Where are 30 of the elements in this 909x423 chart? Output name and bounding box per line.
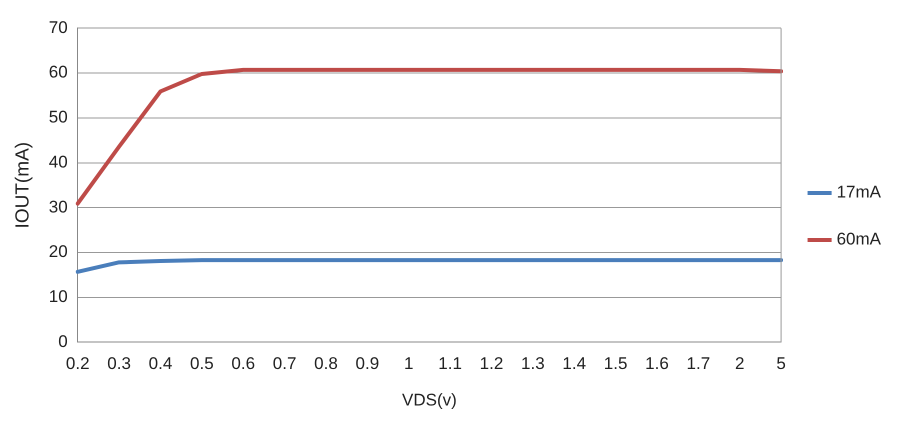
x-tick-label: 0.6	[231, 354, 256, 374]
x-tick-label: 0.9	[356, 354, 380, 374]
x-tick-label: 1.7	[686, 354, 710, 374]
y-tick-label: 20	[48, 242, 68, 262]
x-tick-label: 2	[734, 354, 744, 374]
y-tick-label: 30	[48, 197, 68, 216]
y-axis-title: IOUT(mA)	[12, 142, 34, 228]
x-tick-label: 5	[776, 354, 786, 374]
y-tick-label: 0	[58, 332, 68, 351]
x-tick-label: 1	[404, 354, 414, 374]
y-tick-label: 60	[48, 62, 68, 82]
x-tick-label: 1.5	[604, 354, 628, 374]
x-tick-label: 1.2	[480, 354, 504, 374]
x-tick-label: 0.4	[148, 354, 172, 374]
legend-label: 17mA	[836, 182, 882, 202]
y-tick-label: 40	[48, 152, 68, 172]
x-tick-label: 0.8	[314, 354, 338, 374]
x-tick-label: 1.4	[562, 354, 586, 374]
x-tick-label: 1.1	[438, 354, 462, 374]
y-tick-label: 10	[48, 287, 68, 306]
x-tick-label: 0.7	[272, 354, 296, 374]
x-tick-label: 0.3	[107, 354, 131, 374]
y-tick-label: 50	[48, 108, 68, 127]
x-tick-label: 0.2	[66, 354, 90, 374]
x-axis-title: VDS(v)	[402, 390, 457, 410]
y-tick-label: 70	[48, 18, 68, 37]
x-tick-label: 1.6	[645, 354, 669, 374]
x-tick-label: 0.5	[190, 354, 214, 374]
x-tick-label: 1.3	[521, 354, 545, 374]
legend-label: 60mA	[836, 230, 882, 249]
